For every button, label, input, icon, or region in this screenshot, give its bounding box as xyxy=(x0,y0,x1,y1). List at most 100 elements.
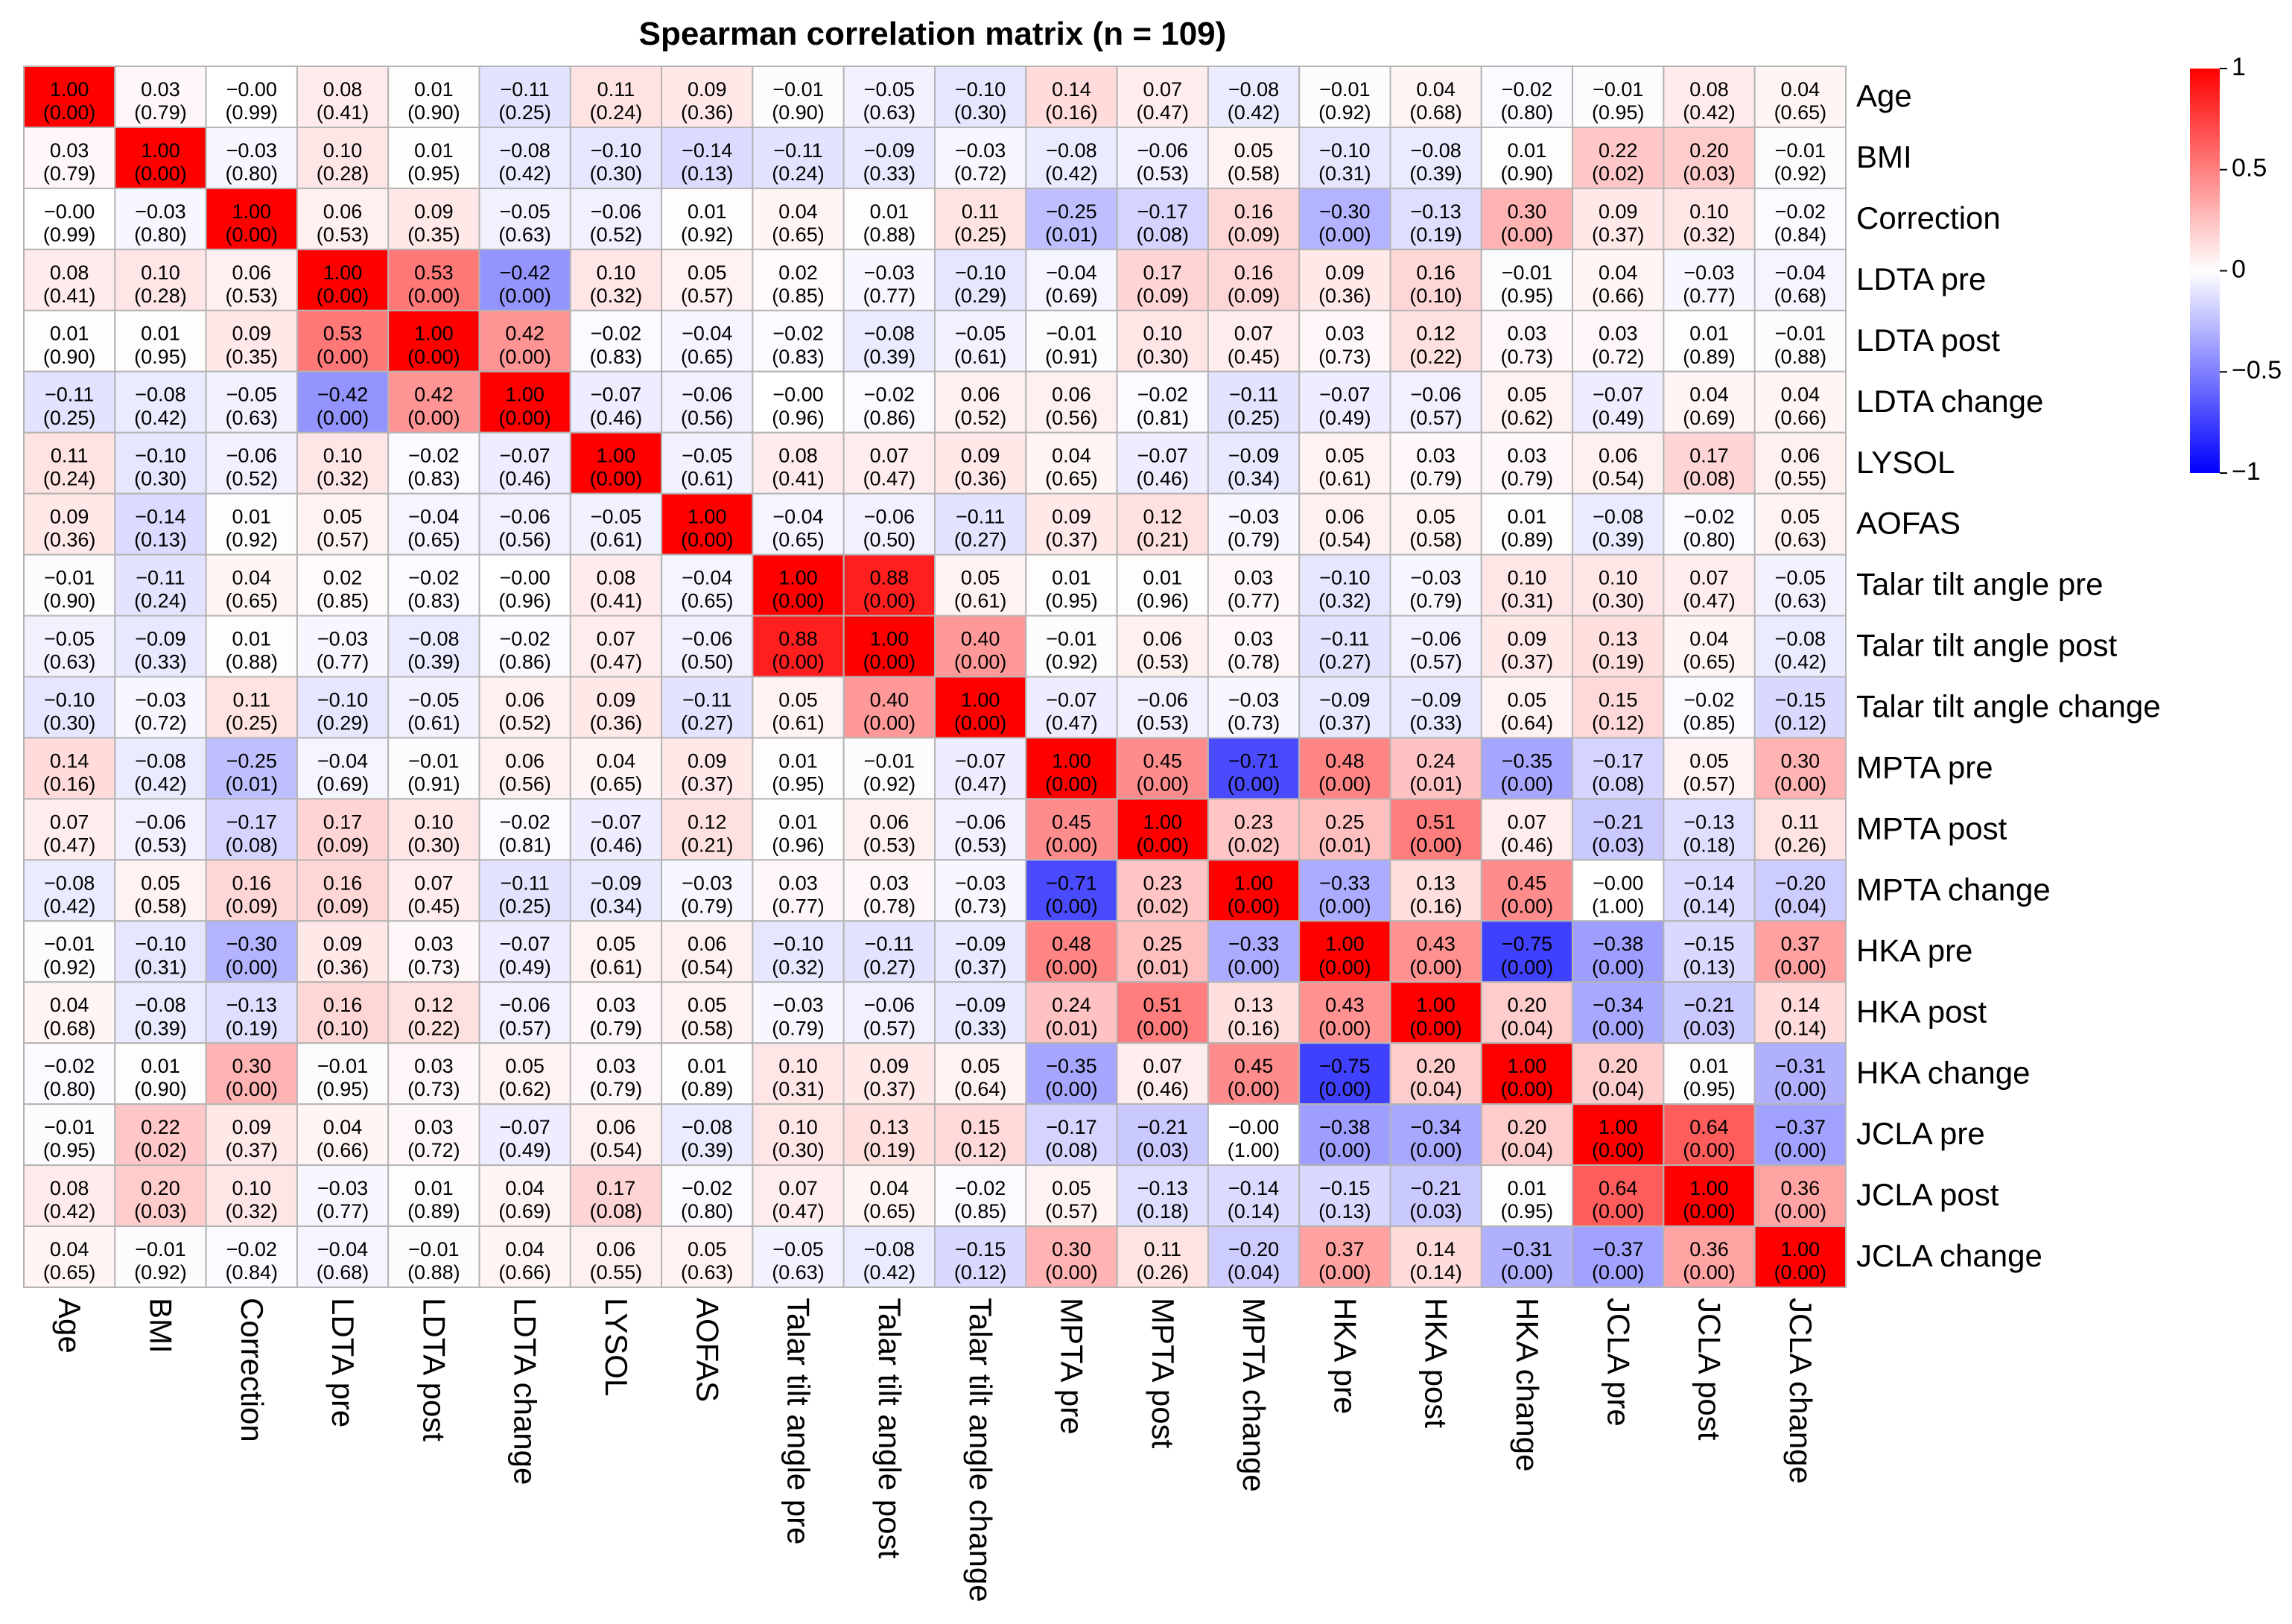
heatmap-cell: 0.08(0.42) xyxy=(1663,66,1756,128)
heatmap-cell: −0.11(0.25) xyxy=(23,370,116,434)
cell-p-value: (0.00) xyxy=(498,407,551,429)
heatmap-cell: 0.05(0.61) xyxy=(569,920,663,983)
cell-coefficient: 1.00 xyxy=(1689,1177,1729,1199)
cell-p-value: (0.13) xyxy=(134,529,187,551)
heatmap-cell: 0.03(0.79) xyxy=(569,1042,663,1106)
cell-rect xyxy=(1572,798,1665,861)
cell-p-value: (0.96) xyxy=(1136,590,1189,612)
heatmap-cell: 0.01(0.90) xyxy=(114,1042,207,1106)
cell-p-value: (0.77) xyxy=(317,651,369,673)
heatmap-cell: −0.04(0.65) xyxy=(661,554,754,617)
cell-p-value: (0.66) xyxy=(1774,407,1827,429)
cell-p-value: (0.46) xyxy=(1136,468,1189,490)
heatmap-cell: 0.04(0.69) xyxy=(478,1164,571,1228)
cell-coefficient: −0.05 xyxy=(499,200,550,223)
cell-coefficient: −0.17 xyxy=(1046,1116,1096,1138)
cell-coefficient: 0.01 xyxy=(1689,323,1729,345)
cell-rect xyxy=(661,554,754,617)
heatmap-cell: 0.13(0.16) xyxy=(1389,859,1482,922)
cell-p-value: (0.41) xyxy=(317,101,369,124)
cell-coefficient: −0.02 xyxy=(772,323,823,345)
cell-p-value: (0.32) xyxy=(317,468,369,490)
column-label: HKA pre xyxy=(1327,1298,1362,1414)
heatmap-cell: −0.01(0.92) xyxy=(23,920,116,983)
cell-coefficient: 0.11 xyxy=(1143,1238,1181,1260)
cell-coefficient: −0.08 xyxy=(682,1116,732,1138)
heatmap-cell: 0.12(0.21) xyxy=(1116,492,1209,556)
heatmap-cell: 0.25(0.01) xyxy=(1298,798,1391,861)
cell-rect xyxy=(1753,981,1847,1044)
cell-coefficient: −0.11 xyxy=(45,384,94,406)
cell-rect xyxy=(205,981,298,1044)
cell-p-value: (0.55) xyxy=(590,1261,643,1284)
cell-coefficient: 0.37 xyxy=(1781,933,1820,955)
heatmap-cell: 0.01(0.90) xyxy=(1480,126,1574,189)
cell-rect xyxy=(934,187,1027,250)
cell-p-value: (0.27) xyxy=(681,712,734,735)
heatmap-cell: 0.04(0.65) xyxy=(842,1164,936,1228)
heatmap-cell: 0.04(0.66) xyxy=(296,1103,390,1167)
cell-p-value: (0.33) xyxy=(863,162,916,185)
cell-rect xyxy=(1298,1103,1391,1167)
cell-p-value: (0.85) xyxy=(954,1200,1007,1222)
heatmap-cell: −0.42(0.00) xyxy=(296,370,390,434)
heatmap-cell: 0.03(0.78) xyxy=(1207,615,1301,678)
cell-coefficient: 0.09 xyxy=(50,506,89,528)
cell-rect xyxy=(1207,737,1301,800)
cell-coefficient: −0.02 xyxy=(408,445,459,467)
cell-rect xyxy=(1025,798,1118,861)
heatmap-cell: 0.05(0.57) xyxy=(296,492,390,556)
cell-coefficient: 0.12 xyxy=(688,811,727,833)
heatmap-cell: −0.08(0.42) xyxy=(23,859,116,922)
cell-p-value: (0.00) xyxy=(498,285,551,307)
cell-coefficient: 0.04 xyxy=(505,1238,545,1260)
cell-rect xyxy=(1480,1225,1574,1289)
cell-rect xyxy=(1389,676,1482,739)
cell-rect xyxy=(1663,1225,1756,1289)
cell-p-value: (0.25) xyxy=(225,712,278,735)
cell-rect xyxy=(752,248,845,311)
cell-p-value: (0.42) xyxy=(43,1200,96,1222)
cell-rect xyxy=(661,248,754,311)
cell-rect xyxy=(1207,981,1301,1044)
heatmap-cell: 0.04(0.66) xyxy=(1753,370,1847,434)
cell-p-value: (0.64) xyxy=(954,1078,1007,1100)
heatmap-cell: −0.17(0.08) xyxy=(205,798,298,861)
row-label: Talar tilt angle post xyxy=(1856,628,2118,663)
cell-p-value: (0.01) xyxy=(1045,1017,1098,1039)
cell-rect xyxy=(205,66,298,128)
cell-rect xyxy=(934,126,1027,189)
heatmap-cell: −0.01(0.92) xyxy=(1753,126,1847,189)
cell-rect xyxy=(296,859,390,922)
cell-coefficient: −0.09 xyxy=(1319,688,1370,711)
heatmap-cell: 0.08(0.41) xyxy=(23,248,116,311)
cell-rect xyxy=(752,859,845,922)
cell-p-value: (0.02) xyxy=(1136,895,1189,917)
cell-p-value: (0.33) xyxy=(134,651,187,673)
heatmap-cell: 0.01(0.89) xyxy=(387,1164,480,1228)
cell-coefficient: −0.38 xyxy=(1593,933,1643,955)
heatmap-cell: 0.01(0.90) xyxy=(387,66,480,128)
cell-coefficient: 0.51 xyxy=(1416,811,1455,833)
cell-rect xyxy=(114,737,207,800)
cell-p-value: (0.73) xyxy=(1318,346,1371,368)
heatmap-cell: −0.17(0.08) xyxy=(1116,187,1209,250)
cell-p-value: (0.96) xyxy=(498,590,551,612)
cell-p-value: (0.01) xyxy=(225,773,278,795)
cell-p-value: (0.53) xyxy=(1136,162,1189,185)
cell-p-value: (0.13) xyxy=(1683,956,1736,978)
cell-coefficient: −0.08 xyxy=(135,749,185,772)
cell-p-value: (0.00) xyxy=(772,590,825,612)
heatmap-cell: −0.06(0.52) xyxy=(569,187,663,250)
heatmap-cell: −0.06(0.56) xyxy=(478,492,571,556)
cell-coefficient: −0.21 xyxy=(1683,994,1734,1016)
cell-coefficient: 0.45 xyxy=(1234,1055,1274,1077)
heatmap-cell: −0.03(0.79) xyxy=(1389,554,1482,617)
heatmap-cell: −0.08(0.39) xyxy=(1389,126,1482,189)
cell-rect xyxy=(1389,370,1482,434)
cell-p-value: (0.45) xyxy=(1228,346,1280,368)
cell-rect xyxy=(1298,309,1391,372)
heatmap-cell: 0.05(0.63) xyxy=(1753,492,1847,556)
cell-rect xyxy=(752,126,845,189)
cell-coefficient: 0.13 xyxy=(1416,872,1455,894)
